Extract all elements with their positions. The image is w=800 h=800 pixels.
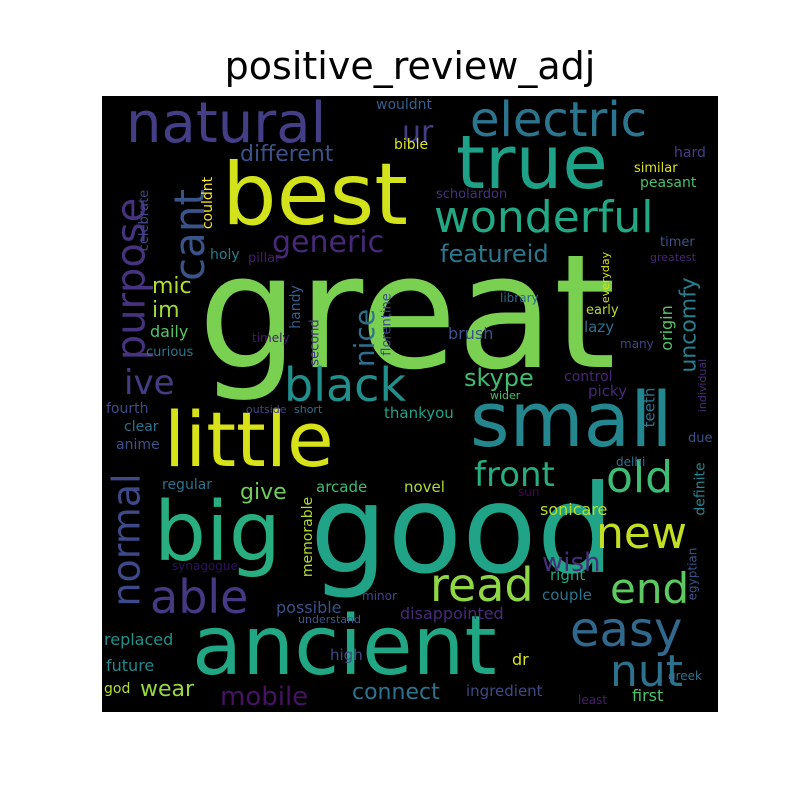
word-end: end (610, 564, 690, 613)
word-arcade: arcade (316, 478, 368, 496)
word-right: right (550, 566, 586, 584)
word-skype: skype (464, 364, 534, 392)
word-dr: dr (512, 650, 529, 669)
word-teeth: teeth (640, 387, 659, 428)
word-many: many (620, 337, 654, 351)
word-mic: mic (152, 274, 192, 299)
word-timer: timer (660, 235, 695, 250)
word-ur: ur (402, 115, 434, 150)
word-give: give (240, 480, 287, 505)
word-hard: hard (674, 145, 706, 161)
word-regular: regular (162, 477, 213, 493)
word-small: small (470, 375, 673, 464)
word-due: due (688, 431, 713, 446)
word-new: new (596, 508, 687, 559)
word-memorable: memorable (300, 496, 317, 578)
word-nice: nice (348, 308, 382, 368)
word-sonicare: sonicare (540, 500, 608, 519)
word-individual: individual (696, 358, 710, 413)
word-definite: definite (692, 462, 709, 516)
word-couple: couple (542, 586, 592, 604)
word-holy: holy (210, 247, 240, 263)
word-disappointed: disappointed (400, 604, 504, 623)
word-short: short (294, 403, 323, 416)
word-able: able (150, 570, 249, 624)
word-anime: anime (116, 437, 160, 453)
figure-title: positive_review_adj (224, 44, 596, 88)
word-ingredient: ingredient (466, 682, 543, 700)
word-greek: greek (668, 669, 703, 683)
word-black: black (284, 358, 407, 412)
word-connect: connect (352, 680, 440, 705)
word-novel: novel (404, 478, 445, 496)
word-old: old (606, 452, 674, 503)
word-sun: sun (518, 485, 540, 499)
word-origin: origin (656, 305, 676, 351)
word-natural: natural (126, 96, 327, 156)
word-lazy: lazy (584, 318, 615, 336)
word-featureid: featureid (440, 240, 549, 268)
word-everyday: everyday (599, 251, 613, 304)
word-easy: easy (570, 602, 683, 658)
word-celebrate: celebrate (137, 189, 153, 252)
word-curious: curious (146, 345, 194, 360)
word-early: early (586, 303, 619, 318)
word-picky: picky (588, 382, 627, 400)
word-great: great (198, 221, 616, 405)
word-high: high (330, 646, 363, 664)
word-similar: similar (634, 161, 678, 176)
word-wish: wish (542, 548, 601, 578)
word-electric: electric (470, 96, 648, 148)
word-timely: timely (252, 331, 290, 345)
word-wouldnt: wouldnt (376, 97, 433, 113)
word-im: im (152, 298, 180, 323)
word-front: front (474, 455, 555, 495)
word-outside: outside (246, 403, 287, 416)
word-mobile: mobile (220, 682, 309, 712)
word-big: big (154, 485, 281, 580)
word-nut: nut (610, 646, 684, 697)
word-possible: possible (276, 598, 342, 617)
word-wider: wider (490, 389, 521, 402)
word-minor: minor (362, 589, 397, 603)
word-future: future (106, 656, 155, 675)
word-first: first (632, 686, 664, 705)
word-egyptian: egyptian (685, 547, 700, 601)
word-god: god (104, 681, 131, 697)
word-handy: handy (287, 285, 304, 329)
word-little: little (164, 395, 334, 484)
word-true: true (456, 120, 608, 206)
word-wonderful: wonderful (434, 192, 654, 243)
word-control: control (564, 369, 613, 385)
word-fourth: fourth (106, 401, 149, 417)
word-thankyou: thankyou (384, 404, 454, 422)
word-wear: wear (140, 677, 195, 702)
word-bible: bible (394, 137, 429, 153)
word-delhi: delhi (616, 455, 646, 469)
word-pillar: pillar (248, 251, 281, 266)
word-understand: understand (298, 613, 361, 626)
word-least: least (578, 693, 608, 707)
word-library: library (500, 291, 539, 305)
word-replaced: replaced (104, 630, 174, 649)
word-ancient: ancient (192, 599, 497, 694)
word-florentine: florentine (379, 293, 395, 356)
word-synagogue: synagogue (172, 559, 238, 573)
word-couldnt: couldnt (200, 176, 217, 230)
word-brush: brush (448, 324, 494, 343)
word-greatest: greatest (650, 251, 696, 264)
word-cloud: great good best little ancient big small… (102, 96, 718, 712)
word-scholardon: scholardon (436, 187, 508, 202)
word-read: read (430, 558, 534, 612)
word-ive: ive (124, 363, 175, 403)
word-different: different (240, 142, 334, 167)
word-daily: daily (150, 322, 189, 341)
word-best: best (222, 145, 409, 245)
word-good: good (310, 459, 615, 601)
word-peasant: peasant (640, 175, 697, 191)
word-clear: clear (124, 419, 159, 435)
word-normal: normal (104, 473, 149, 607)
word-generic: generic (272, 225, 385, 260)
word-second: second (307, 319, 323, 366)
